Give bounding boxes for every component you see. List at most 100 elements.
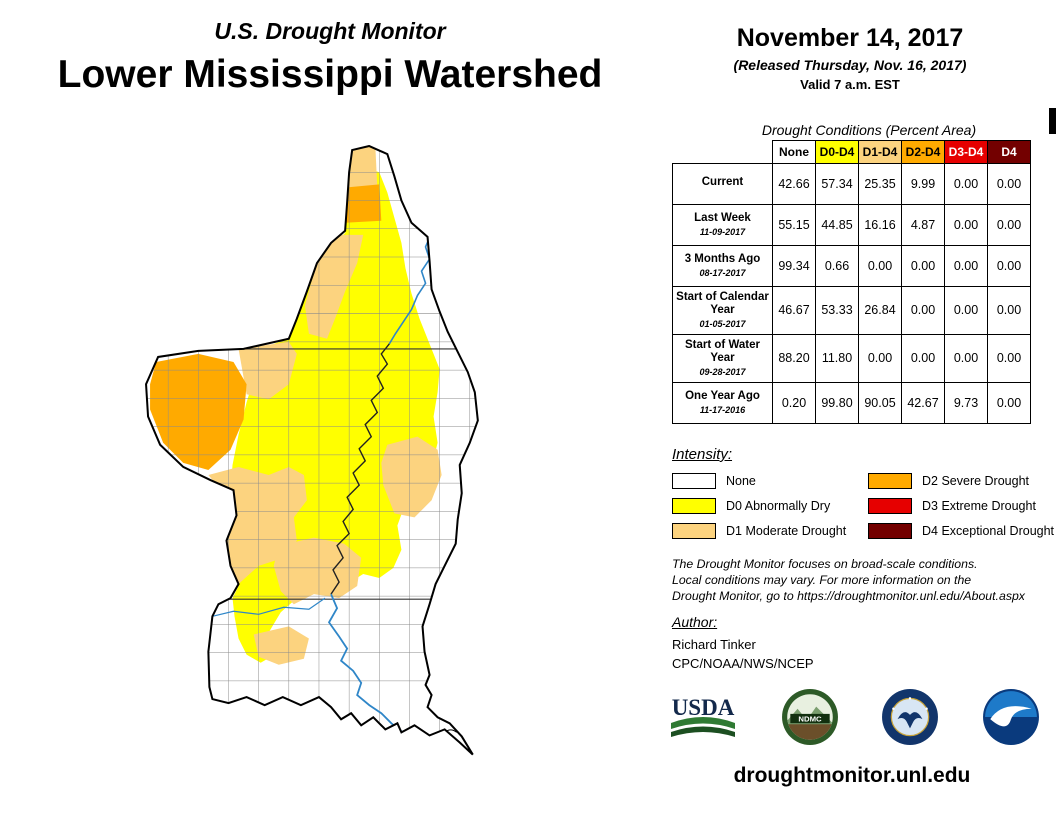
cell: 0.00 — [987, 286, 1031, 335]
river-west-tributary — [212, 597, 326, 617]
cell: 0.00 — [901, 286, 945, 335]
cell: 0.00 — [901, 333, 945, 383]
cell: 9.99 — [901, 163, 945, 205]
cell: 11.80 — [815, 333, 859, 383]
row-label: Last Week 11-09-2017 — [672, 204, 773, 246]
intensity-legend: Intensity: None D2 Severe Drought D0 Abn… — [672, 446, 1054, 539]
cell: 0.00 — [987, 245, 1031, 287]
page-title: Lower Mississippi Watershed — [57, 53, 603, 96]
cell: 0.00 — [987, 204, 1031, 246]
cell: 26.84 — [858, 286, 902, 335]
table-caption: Drought Conditions (Percent Area) — [761, 122, 977, 138]
row-label: Start of Water Year 09-28-2017 — [672, 333, 773, 383]
report-series-title: U.S. Drought Monitor — [214, 18, 446, 44]
release-date: (Released Thursday, Nov. 16, 2017) — [733, 57, 967, 73]
cell: 9.73 — [944, 381, 988, 424]
cell: 53.33 — [815, 286, 859, 335]
region-d1-west-upper — [238, 341, 297, 400]
cell: 46.67 — [772, 286, 816, 335]
col-header-d3d4: D3-D4 — [944, 140, 988, 164]
table-row: 3 Months Ago 08-17-2017 99.34 0.66 0.00 0… — [672, 245, 1031, 287]
cell: 0.00 — [987, 333, 1031, 383]
author-heading: Author: — [672, 614, 718, 630]
legend-label-d4: D4 Exceptional Drought — [922, 524, 1055, 538]
legend-label-d2: D2 Severe Drought — [922, 474, 1030, 488]
cell: 0.00 — [944, 204, 988, 246]
region-d1-northeast — [381, 436, 442, 518]
legend-swatch-d4 — [868, 523, 912, 539]
svg-text:NDMC: NDMC — [798, 715, 822, 724]
row-label: Current — [672, 163, 773, 205]
table-row: Start of Calendar Year 01-05-2017 46.67 5… — [672, 286, 1031, 335]
cell: 0.00 — [987, 163, 1031, 205]
region-d1-midsouth — [273, 537, 362, 605]
row-label: One Year Ago 11-17-2016 — [672, 381, 773, 424]
region-d2-arm — [345, 184, 382, 223]
cell: 0.00 — [858, 333, 902, 383]
disclaimer-line: Local conditions may vary. For more info… — [672, 573, 972, 588]
cell: 57.34 — [815, 163, 859, 205]
region-d1-louisiana — [253, 626, 309, 665]
col-header-d4: D4 — [987, 140, 1031, 164]
table-row: One Year Ago 11-17-2016 0.20 99.80 90.05 … — [672, 381, 1031, 424]
drought-conditions-table: None D0-D4 D1-D4 D2-D4 D3-D4 D4 Current … — [672, 140, 1031, 424]
row-label: Start of Calendar Year 01-05-2017 — [672, 286, 773, 335]
usda-logo-icon: USDA — [668, 691, 738, 748]
commerce-logo-icon — [881, 688, 939, 751]
cell: 0.00 — [987, 381, 1031, 424]
disclaimer-line: The Drought Monitor focuses on broad-sca… — [672, 557, 978, 571]
table-row: Last Week 11-09-2017 55.15 44.85 16.16 4.… — [672, 204, 1031, 246]
disclaimer: The Drought Monitor focuses on broad-sca… — [672, 556, 1052, 605]
row-label: 3 Months Ago 08-17-2017 — [672, 245, 773, 287]
cell: 0.00 — [858, 245, 902, 287]
cell: 42.66 — [772, 163, 816, 205]
legend-swatch-d2 — [868, 473, 912, 489]
legend-swatch-d1 — [672, 523, 716, 539]
cell: 99.80 — [815, 381, 859, 424]
drought-map — [138, 142, 510, 800]
river-main-channel — [330, 343, 390, 595]
author-org: CPC/NOAA/NWS/NCEP — [672, 656, 814, 671]
col-header-d1d4: D1-D4 — [858, 140, 902, 164]
table-row: Current 42.66 57.34 25.35 9.99 0.00 0.00 — [672, 163, 1031, 205]
agency-logos: USDA NDMC — [668, 688, 1040, 751]
watershed-outline — [145, 144, 479, 756]
legend-swatch-d3 — [868, 498, 912, 514]
cell: 88.20 — [772, 333, 816, 383]
noaa-logo-icon — [982, 688, 1040, 751]
cell: 4.87 — [901, 204, 945, 246]
cell: 42.67 — [901, 381, 945, 424]
valid-time: Valid 7 a.m. EST — [800, 77, 900, 92]
author-block: Author: Richard Tinker CPC/NOAA/NWS/NCEP — [672, 614, 814, 671]
author-name: Richard Tinker — [672, 637, 756, 652]
cell: 90.05 — [858, 381, 902, 424]
cell: 25.35 — [858, 163, 902, 205]
cell: 0.66 — [815, 245, 859, 287]
cell: 99.34 — [772, 245, 816, 287]
cell: 0.20 — [772, 381, 816, 424]
drought-map-svg — [145, 144, 479, 756]
map-date: November 14, 2017 — [736, 24, 964, 52]
col-header-d2d4: D2-D4 — [901, 140, 945, 164]
col-header-none: None — [772, 140, 816, 164]
cell: 16.16 — [858, 204, 902, 246]
cell: 44.85 — [815, 204, 859, 246]
legend-label-d0: D0 Abnormally Dry — [726, 499, 831, 513]
cell: 0.00 — [944, 333, 988, 383]
col-header-d0d4: D0-D4 — [815, 140, 859, 164]
river-upper — [388, 232, 433, 345]
title-block: U.S. Drought Monitor Lower Mississippi W… — [4, 18, 656, 97]
legend-title: Intensity: — [672, 446, 733, 463]
legend-label-d3: D3 Extreme Drought — [922, 499, 1036, 513]
table-row: Start of Water Year 09-28-2017 88.20 11.8… — [672, 333, 1031, 383]
cell: 0.00 — [944, 163, 988, 205]
page-edge-mark — [1049, 108, 1056, 134]
region-d1-north-arm — [346, 146, 378, 188]
cell: 55.15 — [772, 204, 816, 246]
cell: 0.00 — [901, 245, 945, 287]
ndmc-logo-icon: NDMC — [781, 688, 839, 751]
disclaimer-line: Drought Monitor, go to https://droughtmo… — [672, 589, 1025, 604]
table-header-row: None D0-D4 D1-D4 D2-D4 D3-D4 D4 — [672, 140, 1031, 164]
legend-swatch-none — [672, 473, 716, 489]
